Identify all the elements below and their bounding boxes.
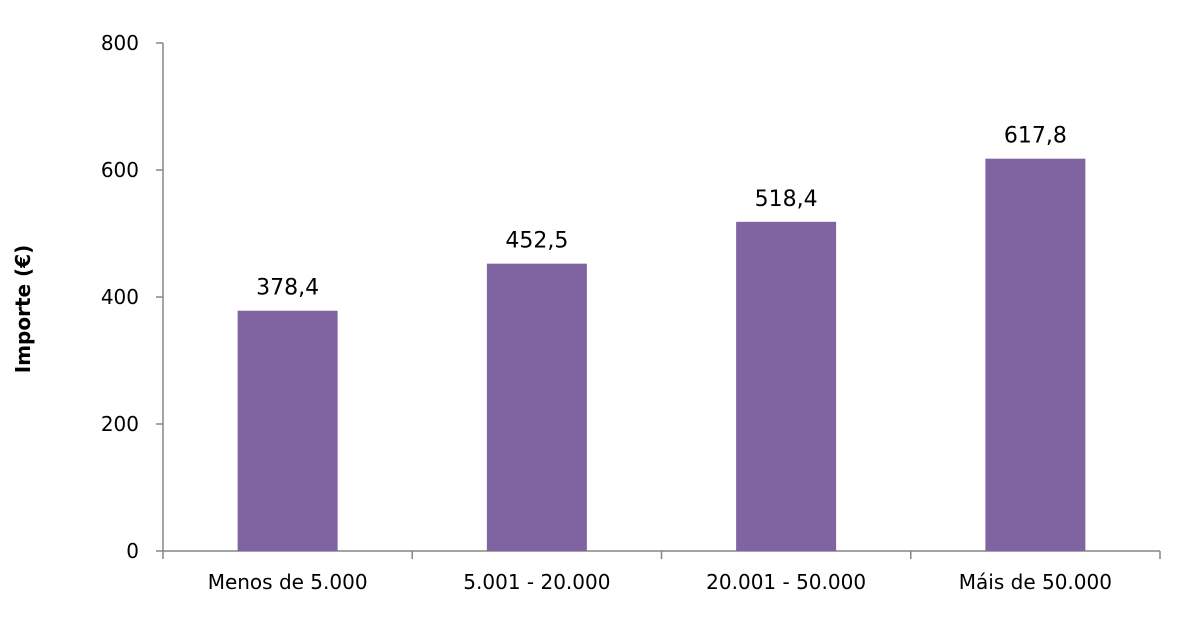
data-label: 617,8 [1004,124,1067,149]
data-label: 452,5 [505,229,568,254]
bar [237,310,338,551]
y-axis: 0 200 400 600 800 [101,31,164,563]
y-tick-label: 600 [101,158,139,182]
bar [736,221,837,552]
y-tick-label: 800 [101,31,139,55]
data-label: 518,4 [755,187,818,212]
data-label: 378,4 [256,276,319,301]
y-axis-title: Importe (€) [11,245,35,374]
data-labels: 378,4 452,5 518,4 617,8 [256,124,1067,301]
x-tick-label: 20.001 - 50.000 [706,570,866,594]
y-tick-label: 400 [101,285,139,309]
y-tick-label: 200 [101,412,139,436]
y-tick-label: 0 [126,539,139,563]
x-axis: Menos de 5.000 5.001 - 20.000 20.001 - 50.… [162,550,1161,594]
bar [486,263,587,551]
x-tick-label: Menos de 5.000 [208,570,368,594]
bars [237,158,1086,552]
x-tick-label: 5.001 - 20.000 [463,570,610,594]
x-tick-label: Máis de 50.000 [959,570,1112,594]
bar [985,158,1086,551]
